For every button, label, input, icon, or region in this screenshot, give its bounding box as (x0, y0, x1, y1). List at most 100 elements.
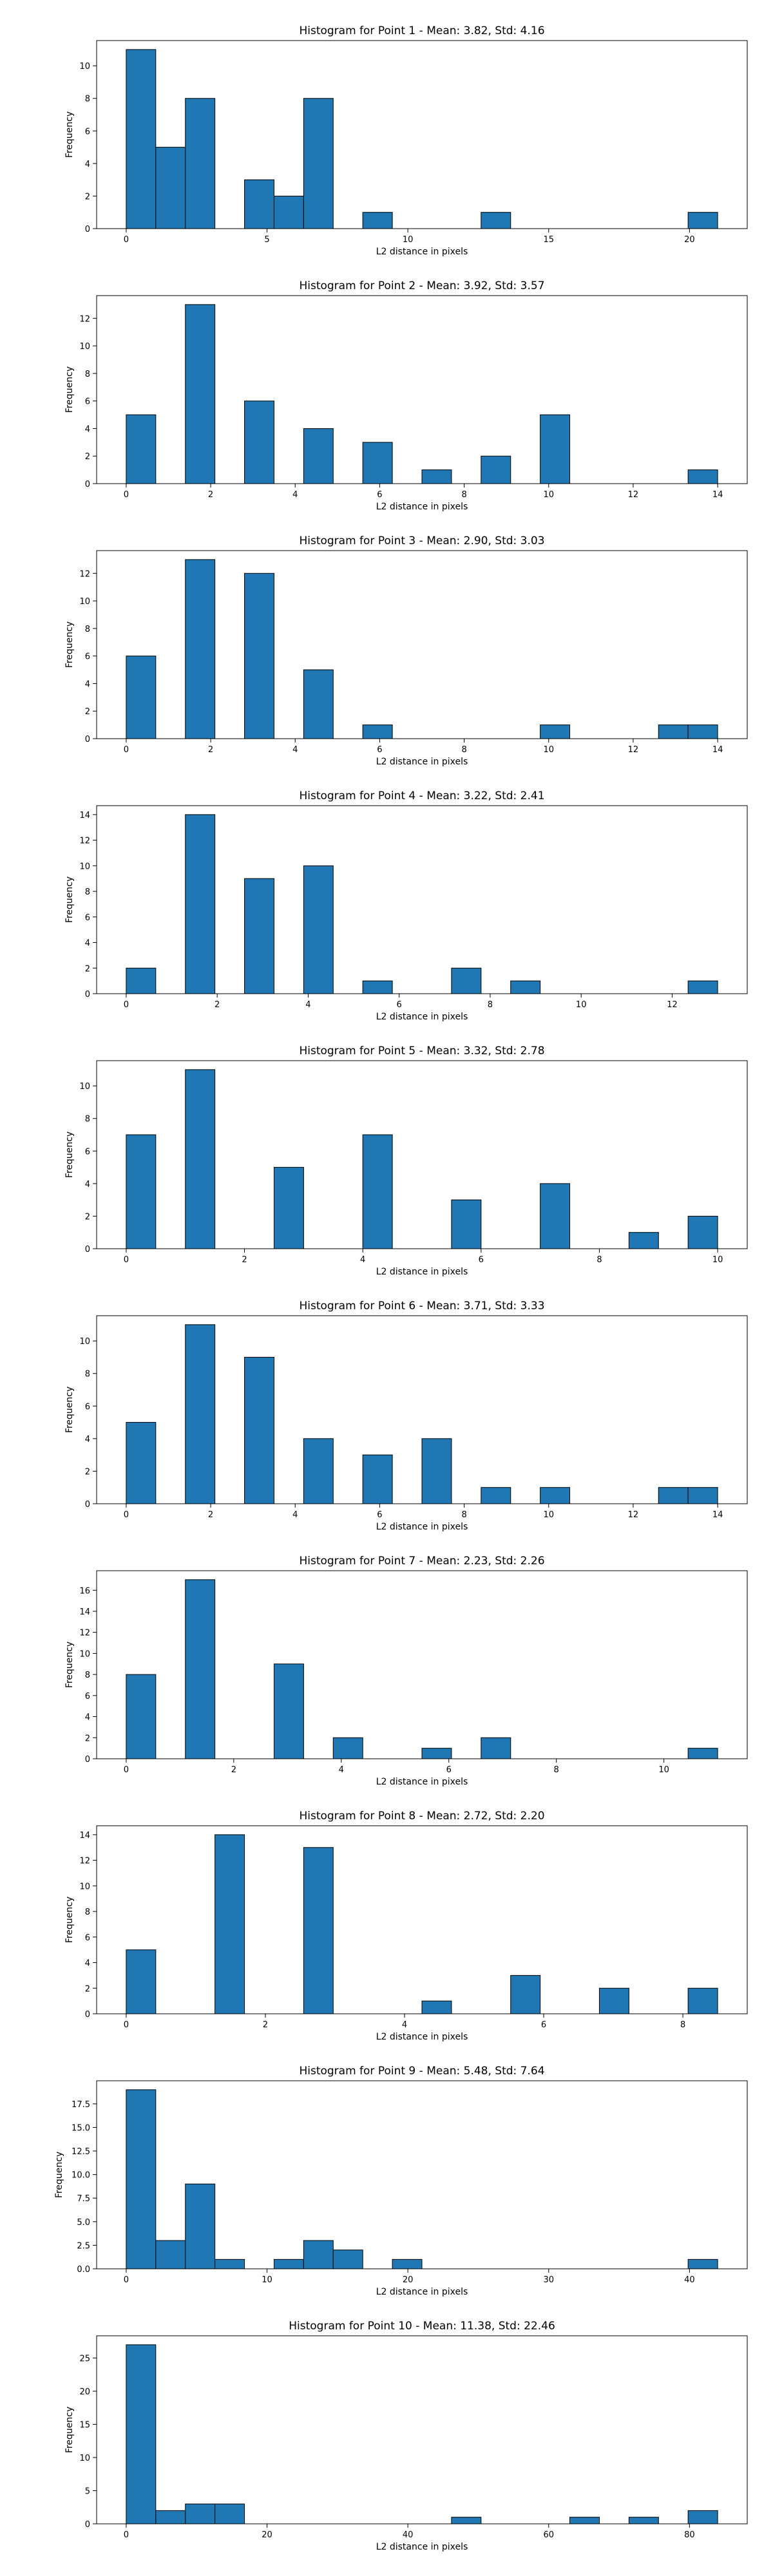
y-axis-label: Frequency (54, 2152, 64, 2198)
histogram-panel-3: Histogram for Point 3 - Mean: 2.90, Std:… (64, 535, 748, 767)
x-tick-label: 2 (208, 745, 213, 755)
histogram-bar (628, 2517, 659, 2524)
histogram-bar (540, 1183, 571, 1249)
x-tick-label: 4 (402, 2020, 407, 2030)
y-tick-label: 12 (79, 569, 90, 579)
histogram-bar (126, 1674, 157, 1759)
histogram-bar (303, 669, 334, 739)
y-tick-label: 17.5 (72, 2100, 90, 2110)
y-tick-label: 6 (85, 652, 90, 662)
histogram-bar (185, 559, 216, 739)
y-tick-label: 8 (85, 1908, 90, 1917)
y-tick-label: 0 (85, 735, 90, 744)
chart-title: Histogram for Point 5 - Mean: 3.32, Std:… (299, 1045, 544, 1057)
plot-frame (96, 550, 748, 739)
histogram-bar (628, 1232, 659, 1249)
histogram-bar (126, 656, 157, 739)
x-tick-label: 6 (541, 2020, 546, 2030)
histogram-bar (687, 1215, 718, 1249)
histogram-bar (215, 2259, 245, 2269)
histogram-bar (687, 724, 718, 739)
histogram-bar (481, 212, 511, 229)
y-tick-label: 10 (79, 1649, 90, 1659)
chart-title: Histogram for Point 6 - Mean: 3.71, Std:… (299, 1300, 544, 1312)
histogram-bar (185, 814, 216, 994)
x-axis-label: L2 distance in pixels (376, 1012, 468, 1022)
histogram-bar (185, 1579, 216, 1759)
y-tick-label: 0 (85, 1500, 90, 1510)
histogram-bar (303, 428, 334, 484)
histogram-bar (185, 98, 216, 229)
plot-frame (96, 1315, 748, 1504)
x-tick-label: 0 (124, 2020, 129, 2030)
x-tick-label: 4 (360, 1255, 365, 1265)
y-tick-label: 12 (79, 314, 90, 324)
y-tick-label: 0.0 (77, 2265, 90, 2275)
x-tick-label: 12 (628, 745, 639, 755)
y-tick-label: 8 (85, 887, 90, 897)
y-tick-label: 2.5 (77, 2241, 90, 2251)
y-tick-label: 12 (79, 1857, 90, 1866)
y-tick-label: 4 (85, 679, 90, 689)
plot-frame (96, 1825, 748, 2014)
x-tick-label: 8 (461, 490, 466, 500)
y-tick-label: 2 (85, 192, 90, 202)
histogram-bar (303, 865, 334, 994)
y-tick-label: 2 (85, 707, 90, 717)
x-tick-label: 14 (712, 745, 723, 755)
histogram-bar (185, 1324, 216, 1504)
x-axis-label: L2 distance in pixels (376, 1522, 468, 1532)
histogram-bar (126, 414, 157, 484)
histogram-bar (362, 1134, 393, 1249)
histogram-bar (421, 1438, 452, 1504)
histogram-bar (155, 147, 186, 229)
x-tick-label: 12 (628, 1510, 639, 1520)
x-tick-label: 10 (543, 490, 554, 500)
x-tick-label: 10 (262, 2275, 272, 2285)
histogram-bar (421, 1748, 452, 1759)
x-tick-label: 5 (264, 235, 269, 245)
histogram-bar (421, 2000, 452, 2014)
histogram-bar (155, 2510, 186, 2524)
y-tick-label: 0 (85, 480, 90, 489)
histogram-panel-5: Histogram for Point 5 - Mean: 3.32, Std:… (64, 1045, 748, 1277)
histogram-bar (185, 2503, 216, 2524)
plot-frame (96, 1060, 748, 1249)
y-tick-label: 10 (79, 2454, 90, 2463)
x-tick-label: 0 (124, 235, 129, 245)
x-tick-label: 4 (292, 1510, 298, 1520)
y-tick-label: 0 (85, 2520, 90, 2530)
histogram-bar (185, 2183, 216, 2269)
histogram-bar (303, 1438, 334, 1504)
y-tick-label: 20 (79, 2387, 90, 2397)
y-tick-label: 6 (85, 127, 90, 137)
x-tick-label: 10 (712, 1255, 723, 1265)
y-axis-label: Frequency (64, 621, 75, 668)
y-tick-label: 12.5 (72, 2147, 90, 2157)
y-tick-label: 14 (79, 1831, 90, 1841)
y-tick-label: 4 (85, 424, 90, 434)
histogram-bar (303, 98, 334, 229)
x-tick-label: 6 (446, 1765, 452, 1775)
x-axis-label: L2 distance in pixels (376, 757, 468, 767)
x-axis-label: L2 distance in pixels (376, 1777, 468, 1787)
histogram-panel-7: Histogram for Point 7 - Mean: 2.23, Std:… (64, 1555, 748, 1787)
histogram-bar (510, 980, 541, 994)
y-tick-label: 10 (79, 1082, 90, 1092)
x-tick-label: 20 (403, 2275, 414, 2285)
histogram-bar (481, 1487, 511, 1504)
y-tick-label: 0 (85, 1245, 90, 1255)
y-tick-label: 6 (85, 1402, 90, 1412)
x-tick-label: 0 (124, 1000, 129, 1010)
histogram-bar (481, 455, 511, 484)
x-tick-label: 8 (461, 1510, 466, 1520)
y-tick-label: 6 (85, 1933, 90, 1943)
x-tick-label: 0 (124, 1510, 129, 1520)
x-tick-label: 10 (658, 1765, 669, 1775)
histogram-bar (303, 1847, 334, 2014)
y-tick-label: 8 (85, 370, 90, 379)
y-tick-label: 6 (85, 397, 90, 407)
x-tick-label: 2 (215, 1000, 220, 1010)
x-tick-label: 10 (543, 1510, 554, 1520)
y-tick-label: 15.0 (72, 2123, 90, 2133)
